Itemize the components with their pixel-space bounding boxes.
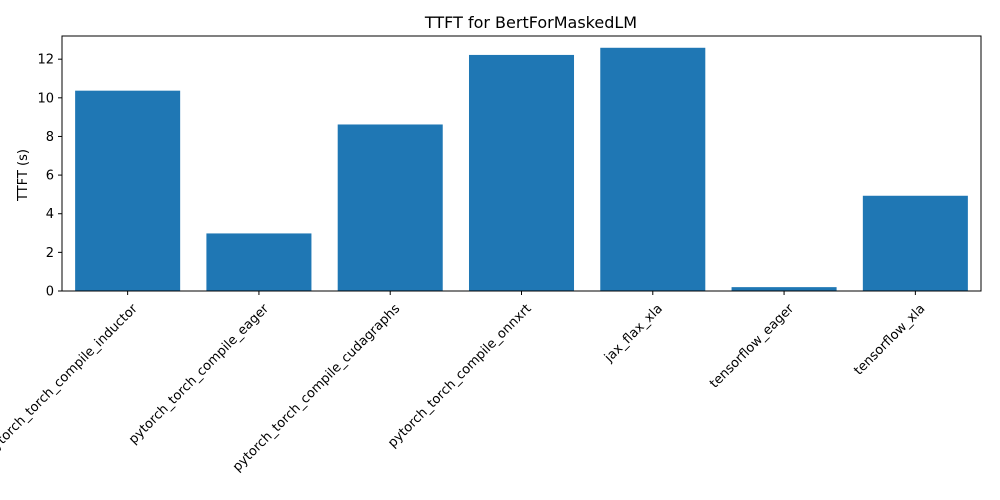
x-axis-ticks: pytorch_torch_compile_inductorpytorch_to…	[0, 291, 928, 475]
x-tick-label-pytorch_torch_compile_onnxrt: pytorch_torch_compile_onnxrt	[385, 301, 534, 450]
y-tick-label: 6	[46, 169, 54, 184]
bar-pytorch_torch_compile_eager	[206, 233, 312, 291]
x-tick-label-pytorch_torch_compile_inductor: pytorch_torch_compile_inductor	[0, 301, 141, 459]
x-tick-label-jax_flax_xla: jax_flax_xla	[601, 301, 666, 366]
bar-tensorflow_eager	[731, 287, 837, 291]
bars-group	[75, 47, 968, 292]
x-tick-label-tensorflow_eager: tensorflow_eager	[707, 301, 797, 391]
y-tick-label: 0	[46, 285, 54, 300]
y-tick-label: 2	[46, 246, 54, 261]
x-tick-label-pytorch_torch_compile_eager: pytorch_torch_compile_eager	[126, 301, 272, 447]
plot-area-frame	[61, 35, 982, 292]
y-tick-label: 8	[46, 130, 54, 145]
bar-jax_flax_xla	[600, 47, 706, 291]
bar-tensorflow_xla	[862, 195, 968, 291]
y-axis-ticks: 0 2 4 6 8 10 12	[37, 53, 62, 300]
x-tick-label-tensorflow_xla: tensorflow_xla	[851, 301, 928, 378]
y-tick-label: 12	[37, 53, 54, 68]
y-tick-label: 4	[46, 207, 54, 222]
y-axis-label: TTFT (s)	[16, 149, 31, 202]
bar-pytorch_torch_compile_onnxrt	[468, 54, 575, 292]
chart-title: TTFT for BertForMaskedLM	[424, 13, 637, 32]
bar-pytorch_torch_compile_cudagraphs	[337, 124, 443, 291]
y-tick-label: 10	[37, 91, 54, 106]
bar-pytorch_torch_compile_inductor	[75, 90, 181, 291]
